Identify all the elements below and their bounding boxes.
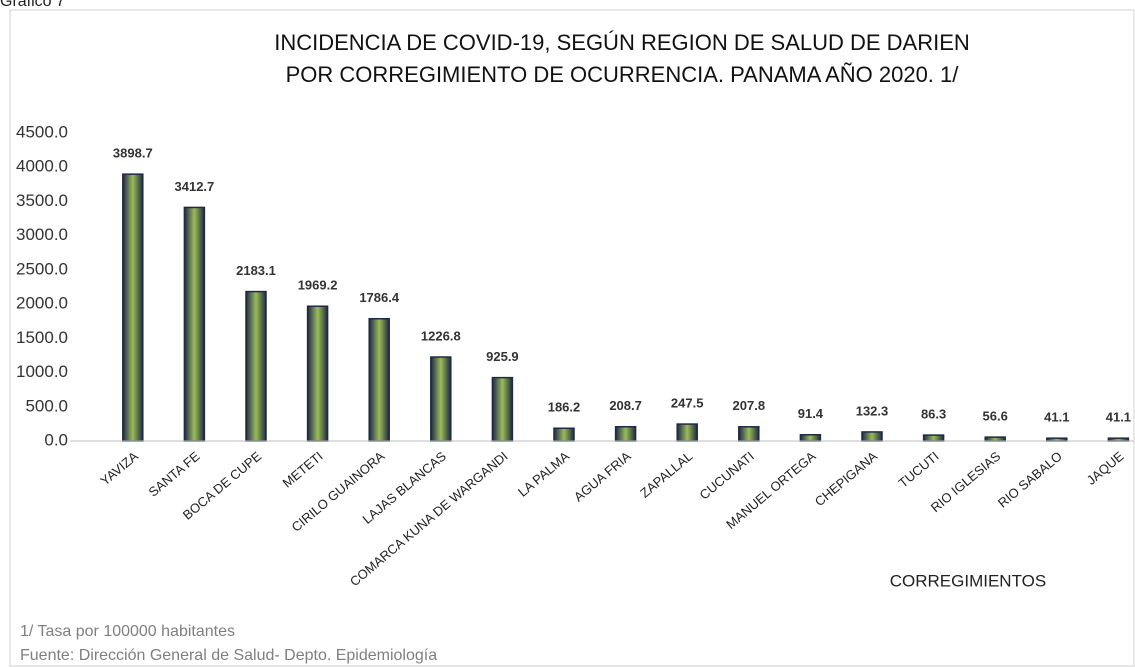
bar [553,427,575,442]
data-label: 56.6 [983,409,1008,424]
data-label: 132.3 [856,403,889,418]
y-tick-label: 500.0 [25,396,68,415]
bar [306,305,329,442]
data-label: 41.1 [1044,410,1069,425]
data-label: 3898.7 [113,146,153,161]
bar [922,434,945,442]
data-label: 186.2 [548,400,581,415]
y-tick-label: 4500.0 [16,122,68,141]
data-label: 207.8 [733,398,766,413]
bar [984,436,1006,442]
data-label: 1226.8 [421,328,461,343]
data-label: 41.1 [1106,410,1131,425]
bar [676,423,698,442]
chart-title: POR CORREGIMIENTO DE OCURRENCIA. PANAMA … [286,62,960,87]
data-label: 91.4 [798,406,824,421]
data-label: 2183.1 [236,263,276,278]
y-tick-label: 2500.0 [16,259,68,278]
bar [368,317,390,442]
data-label: 86.3 [921,407,946,422]
y-tick-label: 4000.0 [16,157,68,176]
bar [738,426,760,442]
data-label: 208.7 [609,398,642,413]
chart-frame [9,9,1135,667]
figure-label: Gráfico 7 [0,0,65,10]
footnote: Fuente: Dirección General de Salud- Dept… [20,647,437,664]
footnote: 1/ Tasa por 100000 habitantes [20,623,235,640]
bar [799,433,822,442]
data-label: 1969.2 [298,278,338,293]
bar [183,206,206,442]
bar [614,425,637,442]
bar [430,356,452,442]
y-tick-label: 0.0 [44,430,68,449]
y-tick-label: 3000.0 [16,225,68,244]
data-label: 3412.7 [175,179,215,194]
y-tick-label: 2000.0 [16,294,68,313]
bar [861,431,883,442]
y-tick-label: 1000.0 [16,362,68,381]
data-label: 247.5 [671,395,704,410]
chart-title: INCIDENCIA DE COVID-19, SEGÚN REGION DE … [274,30,970,55]
bar [491,376,514,442]
y-tick-label: 3500.0 [16,191,68,210]
data-label: 1786.4 [359,290,400,305]
data-label: 925.9 [486,349,519,364]
x-axis-label: CORREGIMIENTOS [890,571,1046,590]
bar [122,173,144,442]
bar [245,290,267,442]
y-tick-label: 1500.0 [16,328,68,347]
